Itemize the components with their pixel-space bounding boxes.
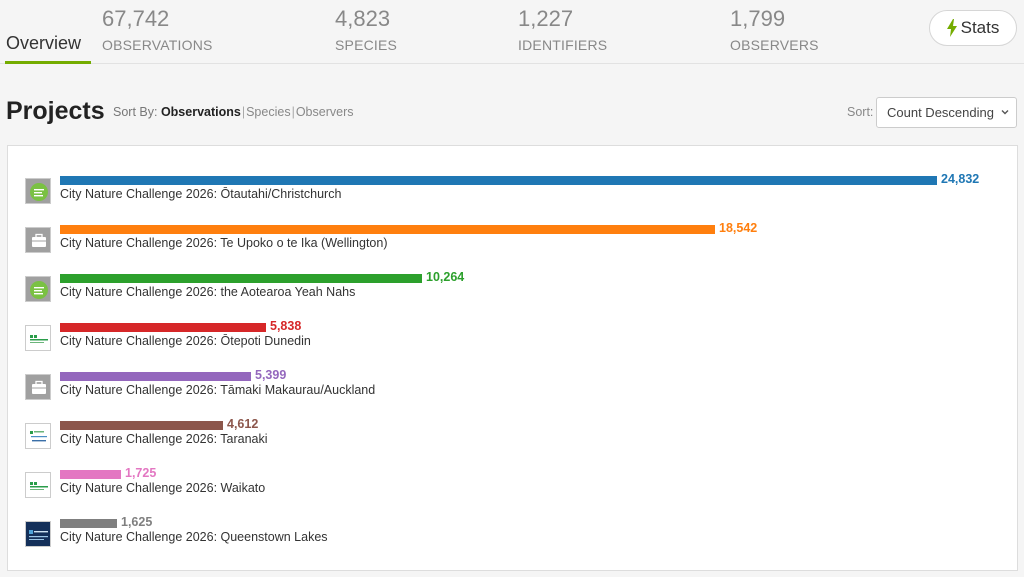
tab-overview[interactable]: Overview	[5, 0, 91, 64]
sort-by-controls: Sort By: Observations|Species|Observers	[113, 105, 353, 119]
stat-value: 1,799	[730, 6, 786, 31]
bar-mark	[60, 176, 937, 185]
sort-by-label: Sort By:	[113, 105, 158, 119]
queenstown-logo-icon[interactable]	[25, 521, 51, 547]
project-name-link[interactable]: City Nature Challenge 2026: Taranaki	[60, 432, 268, 446]
bar-mark	[60, 470, 121, 479]
stat-value: 1,227	[518, 6, 574, 31]
project-row: 1,625 City Nature Challenge 2026: Queenst…	[8, 515, 1019, 556]
project-row: 5,838 City Nature Challenge 2026: Ōtepoti…	[8, 319, 1019, 360]
bar-value-label: 10,264	[426, 270, 465, 284]
project-row: 4,612 City Nature Challenge 2026: Taranak…	[8, 417, 1019, 458]
briefcase-icon[interactable]	[25, 227, 51, 253]
chevron-down-icon	[1001, 110, 1009, 115]
stat-observations[interactable]: 67,742 OBSERVATIONS	[102, 6, 213, 54]
projects-chart: 24,832 City Nature Challenge 2026: Ōtauta…	[7, 145, 1018, 571]
cnc-small-logo-icon[interactable]	[25, 325, 51, 351]
sort-label: Sort:	[847, 105, 874, 119]
project-row: 10,264 City Nature Challenge 2026: the Ao…	[8, 270, 1019, 311]
project-name-link[interactable]: City Nature Challenge 2026: Tāmaki Makau…	[60, 383, 376, 397]
project-name-link[interactable]: City Nature Challenge 2026: Ōtautahi/Chr…	[60, 187, 342, 201]
cnc-green-logo-icon[interactable]	[25, 276, 51, 302]
stat-value: 4,823	[335, 6, 391, 31]
stat-value: 67,742	[102, 6, 170, 31]
cnc-green-logo-icon[interactable]	[25, 178, 51, 204]
stats-bar: Overview 67,742 OBSERVATIONS 4,823 SPECI…	[0, 0, 1024, 64]
bar-mark	[60, 274, 422, 283]
stat-identifiers[interactable]: 1,227 IDENTIFIERS	[518, 6, 607, 54]
project-name-link[interactable]: City Nature Challenge 2026: Waikato	[60, 481, 266, 495]
stats-button[interactable]: Stats	[929, 10, 1017, 46]
divider: |	[291, 105, 295, 119]
lightning-bolt-icon	[946, 19, 957, 37]
cnc-small-logo-icon[interactable]	[25, 472, 51, 498]
bar-value-label: 24,832	[941, 172, 980, 186]
page-title: Projects	[6, 97, 105, 125]
project-name-link[interactable]: City Nature Challenge 2026: the Aotearoa…	[60, 285, 356, 299]
bar-mark	[60, 421, 223, 430]
project-row: 24,832 City Nature Challenge 2026: Ōtauta…	[8, 172, 1019, 213]
project-row: 18,542 City Nature Challenge 2026: Te Upo…	[8, 221, 1019, 262]
stat-label: SPECIES	[335, 37, 398, 53]
sort-order-value: Count Descending	[887, 105, 994, 120]
bar-value-label: 4,612	[227, 417, 259, 431]
project-name-link[interactable]: City Nature Challenge 2026: Te Upoko o t…	[60, 236, 388, 250]
bar-mark	[60, 225, 715, 234]
stat-species[interactable]: 4,823 SPECIES	[335, 6, 397, 54]
project-row: 5,399 City Nature Challenge 2026: Tāmaki …	[8, 368, 1019, 409]
bar-mark	[60, 323, 266, 332]
briefcase-icon[interactable]	[25, 374, 51, 400]
stat-label: OBSERVATIONS	[102, 37, 213, 53]
project-name-link[interactable]: City Nature Challenge 2026: Ōtepoti Dune…	[60, 334, 311, 348]
sort-by-observations[interactable]: Observations	[160, 105, 241, 119]
sort-order-select[interactable]: Count Descending	[876, 97, 1017, 128]
bar-value-label: 5,838	[270, 319, 302, 333]
sort-by-species[interactable]: Species	[246, 105, 291, 119]
bar-value-label: 1,625	[121, 515, 153, 529]
stat-label: OBSERVERS	[730, 37, 819, 53]
stats-button-label: Stats	[960, 18, 1000, 37]
bar-value-label: 5,399	[255, 368, 287, 382]
divider: |	[241, 105, 246, 119]
project-name-link[interactable]: City Nature Challenge 2026: Queenstown L…	[60, 530, 328, 544]
stat-observers[interactable]: 1,799 OBSERVERS	[730, 6, 819, 54]
bar-value-label: 1,725	[125, 466, 157, 480]
taranaki-logo-icon[interactable]	[25, 423, 51, 449]
stat-label: IDENTIFIERS	[518, 37, 608, 53]
project-row: 1,725 City Nature Challenge 2026: Waikato	[8, 466, 1019, 507]
bar-value-label: 18,542	[719, 221, 758, 235]
bar-mark	[60, 519, 117, 528]
bar-mark	[60, 372, 251, 381]
sort-by-observers[interactable]: Observers	[295, 105, 354, 119]
tab-overview-label: Overview	[6, 33, 82, 53]
